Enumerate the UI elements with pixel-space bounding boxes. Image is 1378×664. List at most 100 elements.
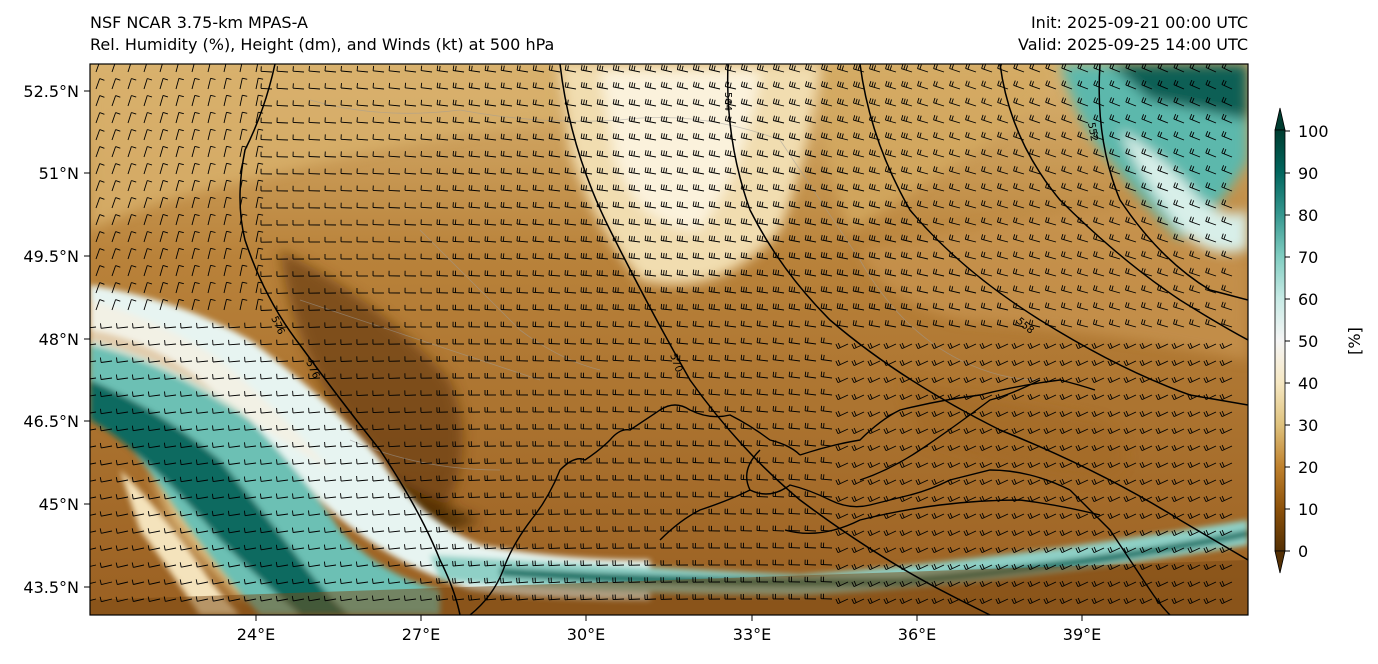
wind-barb-feather xyxy=(714,304,715,309)
wind-barb-feather xyxy=(760,372,761,377)
wind-barb-feather xyxy=(677,270,678,275)
wind-barb-feather xyxy=(517,168,518,173)
wind-barb-feather xyxy=(501,168,502,173)
wind-barb-feather xyxy=(84,375,85,380)
wind-barb-feather xyxy=(645,321,646,326)
wind-barb-feather xyxy=(520,134,521,139)
wind-barb-feather xyxy=(293,459,294,464)
wind-barb-feather xyxy=(677,287,678,292)
wind-barb xyxy=(437,446,448,447)
wind-barb-feather xyxy=(776,338,777,343)
wind-barb-feather xyxy=(84,426,85,431)
wind-barb-feather xyxy=(757,338,758,343)
wind-barb-feather xyxy=(211,61,216,62)
wind-barb xyxy=(581,361,592,362)
wind-barb-feather xyxy=(552,185,553,190)
wind-barb-feather xyxy=(133,340,134,345)
wind-barb-feather xyxy=(533,151,534,156)
wind-barb-feather xyxy=(680,321,681,326)
wind-barb-feather xyxy=(586,202,587,207)
wind-barb-feather xyxy=(84,409,85,414)
wind-barb xyxy=(437,224,448,225)
wind-barb-feather xyxy=(581,202,582,207)
wind-barb-feather xyxy=(821,372,822,377)
wind-barb-feather xyxy=(147,62,152,64)
wind-barb-feather xyxy=(488,168,489,173)
wind-barb-feather xyxy=(453,117,454,122)
wind-barb-feather xyxy=(600,202,601,207)
wind-barb-feather xyxy=(581,185,582,190)
wind-barb-feather xyxy=(197,391,198,396)
wind-barb-feather xyxy=(437,83,438,88)
wind-barb-feather xyxy=(552,168,553,173)
wind-barb-feather xyxy=(602,219,603,224)
wind-barb-feather xyxy=(453,100,454,105)
wind-barb-feather xyxy=(616,270,617,275)
wind-barb-feather xyxy=(437,117,438,122)
wind-barb-feather xyxy=(741,389,742,394)
wind-barb-feather xyxy=(227,61,232,62)
wind-barb-feather xyxy=(549,202,550,207)
wind-barb-feather xyxy=(456,134,457,139)
wind-barb-feather xyxy=(533,185,534,190)
wind-barb-feather xyxy=(824,406,825,411)
wind-barb xyxy=(469,258,480,259)
wind-barb xyxy=(549,326,560,327)
wind-barb xyxy=(357,191,368,192)
wind-barb-feather xyxy=(421,83,422,88)
wind-barb-feather xyxy=(421,100,422,105)
wind-barb-feather xyxy=(677,338,678,343)
wind-barb-feather xyxy=(277,459,278,464)
wind-barb-feather xyxy=(661,253,662,258)
wind-barb-feather xyxy=(504,117,505,122)
wind-barb-feather xyxy=(789,440,790,445)
wind-barb-feather xyxy=(485,117,486,122)
wind-barb-feather xyxy=(456,117,457,122)
wind-barb xyxy=(405,412,416,413)
wind-barb-feather xyxy=(618,253,619,258)
wind-barb xyxy=(517,292,528,293)
wind-barb-feather xyxy=(650,287,651,292)
wind-barb-feather xyxy=(629,253,630,258)
wind-barb-feather xyxy=(613,219,614,224)
wind-barb-feather xyxy=(469,117,470,122)
wind-barb-feather xyxy=(258,61,263,62)
wind-barb-feather xyxy=(789,355,790,360)
wind-barb-feather xyxy=(712,304,713,309)
wind-barb-feather xyxy=(549,253,550,258)
wind-barb-feather xyxy=(84,358,85,363)
wind-barb-feather xyxy=(709,287,710,292)
wind-barb-feather xyxy=(581,236,582,241)
wind-barb-feather xyxy=(613,236,614,241)
wind-barb-feather xyxy=(631,321,632,326)
wind-barb-feather xyxy=(661,321,662,326)
wind-barb-feather xyxy=(648,270,649,275)
wind-barb-feather xyxy=(181,391,182,396)
wind-barb-feather xyxy=(773,423,774,428)
wind-barb-feather xyxy=(117,357,118,362)
wind-barb xyxy=(325,361,336,362)
wind-barb-feather xyxy=(680,304,681,309)
wind-barb-feather xyxy=(501,134,502,139)
wind-barb-feather xyxy=(100,62,105,64)
wind-barb xyxy=(341,156,352,157)
wind-barb-feather xyxy=(634,236,635,241)
wind-barb-feather xyxy=(632,287,633,292)
wind-barb xyxy=(341,361,352,362)
wind-barb-feather xyxy=(677,304,678,309)
wind-barb-feather xyxy=(725,355,726,360)
wind-barb-feather xyxy=(757,406,758,411)
wind-barb-feather xyxy=(648,287,649,292)
wind-barb-feather xyxy=(469,185,470,190)
wind-barb-feather xyxy=(760,338,761,343)
wind-barb-feather xyxy=(245,425,246,430)
wind-barb-feather xyxy=(421,117,422,122)
wind-barb-feather xyxy=(602,202,603,207)
wind-barb-feather xyxy=(389,83,390,88)
wind-barb-feather xyxy=(808,389,809,394)
wind-barb-feather xyxy=(586,236,587,241)
wind-barb-feather xyxy=(613,304,614,309)
wind-barb-feather xyxy=(149,374,150,379)
wind-barb-feather xyxy=(517,151,518,156)
wind-barb-feather xyxy=(469,151,470,156)
